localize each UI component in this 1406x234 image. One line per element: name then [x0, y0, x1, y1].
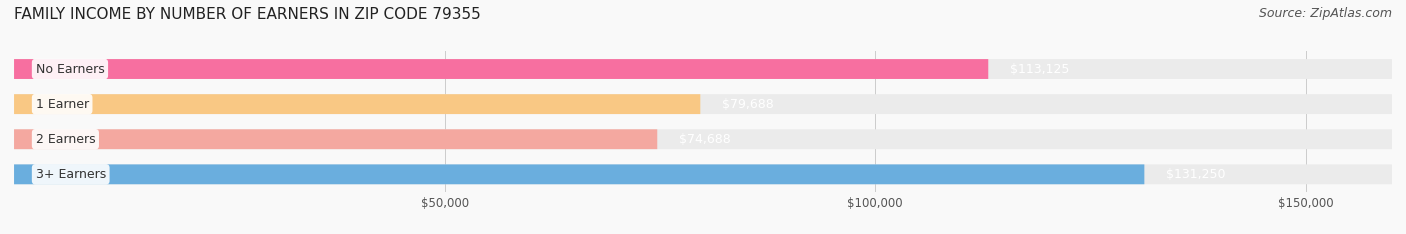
FancyBboxPatch shape [14, 94, 700, 114]
Text: $74,688: $74,688 [679, 133, 731, 146]
FancyBboxPatch shape [14, 129, 1392, 149]
Text: 3+ Earners: 3+ Earners [35, 168, 105, 181]
Text: No Earners: No Earners [35, 62, 104, 76]
Text: $113,125: $113,125 [1010, 62, 1069, 76]
FancyBboxPatch shape [14, 165, 1144, 184]
Text: FAMILY INCOME BY NUMBER OF EARNERS IN ZIP CODE 79355: FAMILY INCOME BY NUMBER OF EARNERS IN ZI… [14, 7, 481, 22]
FancyBboxPatch shape [14, 165, 1392, 184]
FancyBboxPatch shape [14, 59, 1392, 79]
FancyBboxPatch shape [14, 59, 988, 79]
Text: $79,688: $79,688 [721, 98, 773, 111]
Text: 2 Earners: 2 Earners [35, 133, 96, 146]
FancyBboxPatch shape [14, 94, 1392, 114]
Text: Source: ZipAtlas.com: Source: ZipAtlas.com [1258, 7, 1392, 20]
Text: $131,250: $131,250 [1166, 168, 1226, 181]
FancyBboxPatch shape [14, 129, 657, 149]
Text: 1 Earner: 1 Earner [35, 98, 89, 111]
